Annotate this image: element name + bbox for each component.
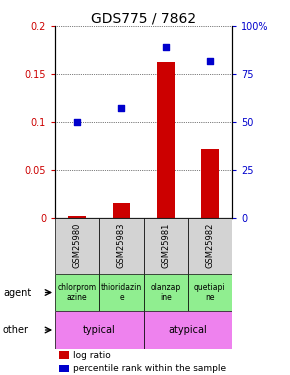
Bar (55, 311, 144, 349)
Bar (113, 203, 130, 217)
Point (208, 58, 212, 64)
Text: percentile rank within the sample: percentile rank within the sample (73, 364, 226, 373)
Text: quetiapi
ne: quetiapi ne (194, 283, 226, 302)
Point (75, 119, 79, 125)
Text: other: other (3, 325, 29, 335)
Text: olanzap
ine: olanzap ine (151, 283, 181, 302)
Text: GSM25982: GSM25982 (205, 223, 214, 268)
Text: typical: typical (83, 325, 116, 335)
Bar (201, 148, 219, 217)
Bar (59, 364, 69, 372)
Bar (157, 62, 175, 217)
Text: atypical: atypical (168, 325, 207, 335)
Bar (59, 351, 69, 359)
Text: chlorprom
azine: chlorprom azine (58, 283, 97, 302)
Point (163, 44, 168, 50)
Text: log ratio: log ratio (73, 351, 110, 360)
Text: GSM25981: GSM25981 (161, 223, 170, 268)
Bar (188, 217, 232, 274)
Point (119, 105, 124, 111)
Text: GSM25983: GSM25983 (117, 223, 126, 268)
Bar (68, 216, 86, 217)
Bar (144, 274, 188, 311)
Text: thioridazin
e: thioridazin e (101, 283, 142, 302)
Bar (144, 311, 232, 349)
Bar (144, 217, 188, 274)
Bar (55, 274, 99, 311)
Bar (55, 217, 99, 274)
Text: agent: agent (3, 288, 31, 297)
Bar (188, 274, 232, 311)
Bar (99, 217, 144, 274)
Title: GDS775 / 7862: GDS775 / 7862 (91, 11, 196, 25)
Bar (99, 274, 144, 311)
Text: GSM25980: GSM25980 (73, 223, 82, 268)
